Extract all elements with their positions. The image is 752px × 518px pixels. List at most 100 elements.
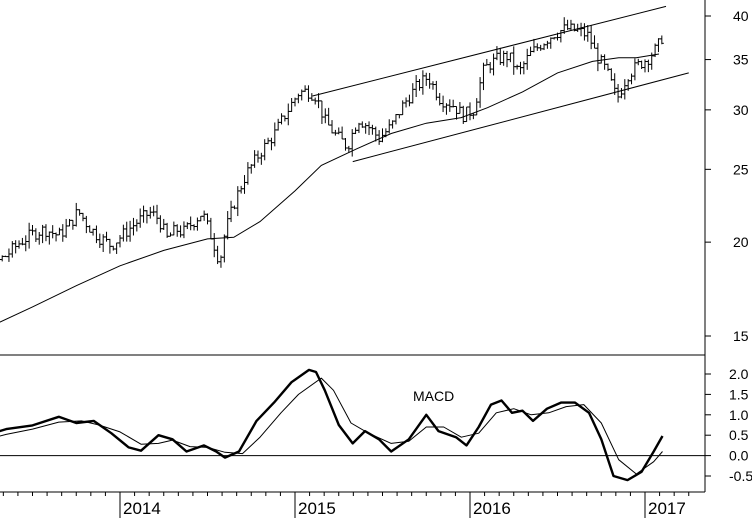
year-label: 2014	[123, 499, 161, 518]
price-tick-label: 15	[733, 328, 749, 344]
price-bar	[619, 88, 624, 99]
price-bar	[144, 210, 149, 224]
price-bar	[175, 224, 180, 237]
price-tick-label: 35	[733, 52, 749, 68]
year-label: 2015	[298, 499, 336, 518]
price-bar	[131, 217, 136, 236]
price-bar	[468, 102, 472, 121]
price-bar	[343, 137, 348, 151]
price-bar	[340, 126, 345, 140]
price-bar	[605, 63, 610, 72]
price-bar	[151, 205, 156, 217]
price-bar	[488, 62, 493, 74]
price-bar	[393, 114, 398, 125]
price-bar	[417, 79, 422, 91]
price-bar	[535, 43, 540, 51]
price-bar	[0, 259, 1, 261]
price-bar	[579, 22, 584, 37]
price-bar	[80, 212, 85, 222]
price-panel: 15 20 25 30 35 40	[0, 0, 749, 492]
macd-tick-label: 2.0	[729, 366, 749, 382]
price-bar	[441, 95, 446, 113]
price-bar	[427, 72, 432, 89]
price-bar	[568, 19, 573, 31]
price-bar	[269, 137, 274, 151]
price-bar	[43, 224, 48, 242]
price-bar	[50, 225, 55, 239]
price-bar	[128, 220, 133, 242]
price-bar	[279, 113, 284, 125]
price-bar	[558, 29, 563, 43]
price-bar	[545, 40, 550, 49]
price-bar	[609, 68, 614, 81]
price-bar	[508, 52, 513, 63]
price-bar	[478, 77, 483, 108]
price-bar	[138, 208, 143, 228]
price-bar	[319, 100, 324, 124]
price-tick-label: 40	[733, 8, 749, 24]
price-bar	[178, 225, 183, 238]
price-tick-label: 25	[733, 161, 749, 177]
price-bar	[575, 23, 580, 32]
price-bar	[40, 224, 45, 244]
price-bar	[198, 215, 203, 222]
price-bar	[387, 119, 392, 134]
price-bar	[141, 205, 146, 223]
price-bar	[37, 232, 42, 245]
price-bar	[330, 120, 335, 134]
price-bar	[531, 38, 536, 53]
price-bar	[404, 97, 409, 108]
price-bar	[538, 44, 543, 51]
price-tick-label: 20	[733, 234, 749, 250]
price-bar	[632, 58, 637, 81]
price-bar	[195, 217, 200, 231]
price-bar	[77, 209, 82, 216]
price-bar	[60, 224, 65, 242]
price-bar	[87, 225, 92, 233]
price-bar	[23, 235, 28, 252]
price-bar	[585, 25, 590, 42]
price-bar	[192, 224, 197, 231]
price-bar	[414, 75, 419, 98]
price-bar	[595, 43, 600, 72]
macd-panel: 2.0 1.5 1.0 0.5 0.0 -0.5	[0, 366, 752, 484]
price-bar	[589, 25, 594, 50]
channel-line-upper	[312, 5, 667, 97]
price-bar	[599, 54, 604, 64]
price-bar	[114, 242, 119, 254]
price-bar	[165, 222, 170, 238]
price-bar	[491, 53, 496, 76]
price-bar	[430, 81, 435, 90]
price-bar	[616, 83, 621, 103]
price-bar	[155, 204, 160, 225]
price-bar	[225, 211, 230, 240]
price-bar	[202, 210, 207, 221]
price-bar	[410, 83, 415, 104]
price-bar	[259, 152, 264, 165]
price-bar	[171, 221, 176, 236]
price-bar	[501, 50, 506, 66]
price-bar	[481, 62, 486, 91]
price-bar	[64, 218, 69, 238]
price-bar	[303, 85, 308, 92]
price-bar	[84, 215, 89, 234]
price-bar	[370, 124, 375, 135]
year-label: 2016	[473, 499, 511, 518]
price-bar	[276, 118, 281, 131]
price-bar	[6, 248, 11, 262]
price-bar	[296, 93, 301, 104]
price-bar	[205, 213, 210, 225]
price-bar	[208, 217, 213, 240]
macd-tick-label: 0.0	[729, 448, 749, 464]
price-bar	[659, 35, 664, 45]
price-bar	[289, 98, 294, 112]
price-bar	[181, 221, 186, 239]
price-bar	[582, 23, 587, 41]
price-bar	[104, 231, 109, 242]
price-bar	[252, 150, 257, 168]
price-bar	[420, 70, 425, 95]
price-bar	[592, 35, 597, 49]
channel-line-lower	[352, 72, 689, 163]
price-bar	[121, 224, 126, 242]
